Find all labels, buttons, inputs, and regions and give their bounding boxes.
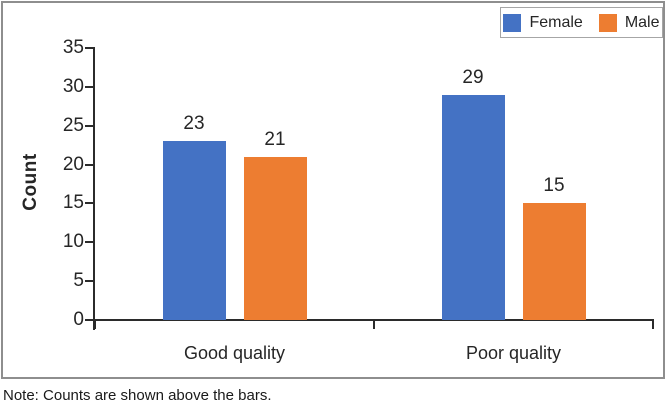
- x-axis-line: [85, 319, 653, 321]
- legend-label-male: Male: [624, 13, 660, 31]
- bar-female-poor-quality: [442, 95, 505, 320]
- bar-value-label-female-good-quality: 23: [183, 113, 205, 134]
- note-text: Note: Counts are shown above the bars.: [3, 387, 272, 404]
- y-tick-label: 0: [73, 309, 84, 330]
- y-tick: [85, 85, 95, 88]
- y-axis-line: [93, 48, 95, 330]
- bar-value-label-female-poor-quality: 29: [462, 67, 484, 88]
- y-tick-label: 35: [62, 37, 84, 58]
- category-label-poor-quality: Poor quality: [465, 343, 562, 363]
- legend-label-female: Female: [529, 13, 583, 31]
- x-axis-tick: [652, 319, 654, 329]
- bar-male-good-quality: [244, 157, 307, 320]
- legend-item-male: Male: [598, 13, 660, 32]
- y-tick-label: 25: [62, 114, 84, 136]
- bar-value-label-male-good-quality: 21: [264, 129, 286, 150]
- category-label-good-quality: Good quality: [183, 343, 286, 363]
- bar-female-good-quality: [163, 141, 226, 320]
- legend-item-female: Female: [503, 13, 583, 32]
- y-tick-label: 30: [62, 75, 84, 97]
- bar-value-label-male-poor-quality: 15: [543, 175, 565, 196]
- y-tick: [85, 280, 95, 283]
- legend-swatch-female-icon: [503, 13, 522, 32]
- y-tick: [85, 202, 95, 205]
- y-tick-label: 20: [62, 153, 84, 175]
- y-tick-label: 10: [62, 231, 84, 253]
- x-axis-tick: [373, 319, 375, 329]
- bar-male-poor-quality: [523, 203, 586, 320]
- y-tick-label: 15: [62, 192, 84, 214]
- y-tick: [85, 124, 95, 127]
- x-axis-tick: [94, 319, 96, 329]
- y-tick-label: 5: [73, 270, 84, 292]
- legend: Female Male: [500, 7, 663, 38]
- legend-swatch-male-icon: [598, 13, 617, 32]
- y-tick: [85, 163, 95, 166]
- y-tick: [85, 241, 95, 244]
- y-tick: [85, 47, 95, 49]
